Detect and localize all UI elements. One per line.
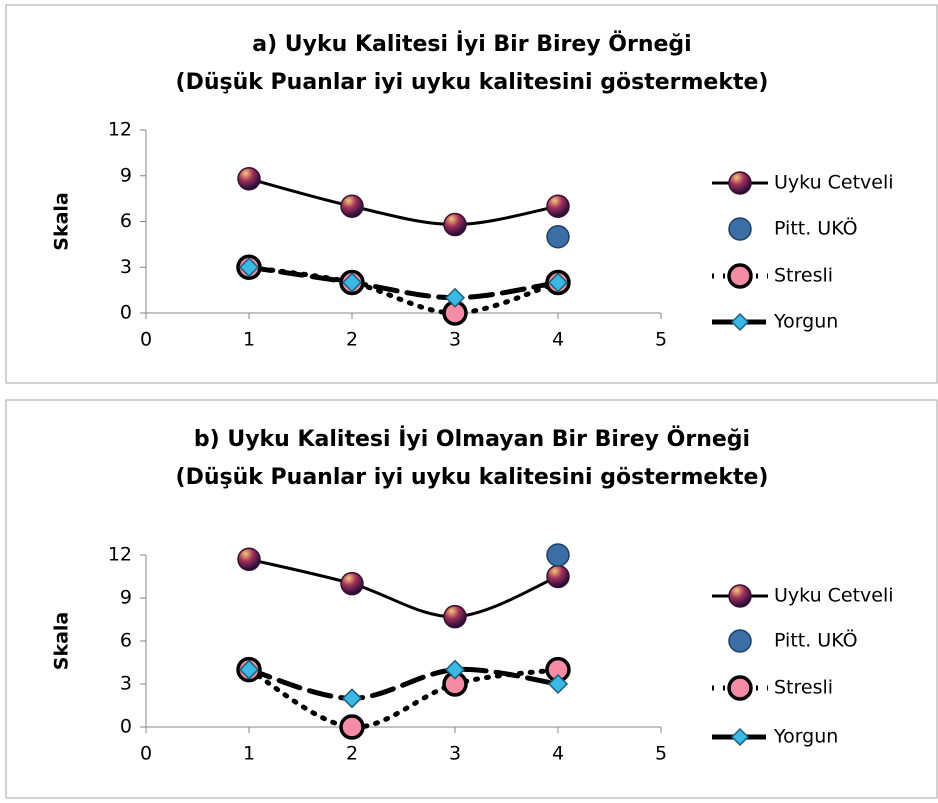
y-tick-label: 12 [108, 544, 132, 566]
data-point [444, 659, 466, 680]
legend-label: Pitt. UKÖ [774, 217, 858, 240]
y-tick-label: 3 [120, 673, 132, 695]
chart-title: a) Uyku Kalitesi İyi Bir Birey Örneği [252, 31, 691, 57]
x-tick-label: 1 [243, 329, 255, 351]
data-point [443, 604, 467, 629]
data-point [340, 194, 364, 218]
series-line [247, 557, 560, 619]
legend-marker [730, 727, 750, 747]
data-point [237, 547, 261, 572]
x-tick-label: 1 [243, 743, 255, 765]
legend-marker [728, 217, 752, 241]
x-tick-label: 2 [346, 743, 358, 765]
y-tick-label: 0 [120, 716, 132, 738]
panel [5, 399, 938, 799]
series-line [246, 264, 561, 301]
data-point [546, 225, 570, 249]
data-point [340, 571, 364, 596]
data-point [547, 272, 569, 293]
x-tick-label: 5 [655, 743, 667, 765]
data-point [546, 194, 570, 218]
legend-label: Yorgun [773, 311, 838, 333]
legend-label: Pitt. UKÖ [774, 629, 858, 652]
series-line [247, 177, 560, 227]
legend-label: Stresli [774, 265, 833, 287]
y-tick-label: 9 [120, 587, 132, 609]
y-tick-label: 6 [120, 630, 132, 652]
legend-marker [728, 584, 752, 608]
y-tick-label: 12 [108, 119, 132, 141]
panel [5, 4, 938, 384]
data-point [443, 212, 467, 237]
data-point [341, 688, 363, 709]
y-tick-label: 0 [120, 302, 132, 324]
data-point [444, 287, 466, 308]
legend-marker [727, 675, 753, 701]
chart-title: b) Uyku Kalitesi İyi Olmayan Bir Birey Ö… [194, 426, 750, 452]
series-line [246, 666, 561, 701]
x-tick-label: 3 [449, 329, 461, 351]
chart-subtitle: (Düşük Puanlar iyi uyku kalitesini göste… [176, 70, 769, 95]
legend-marker [728, 171, 752, 195]
legend-marker [727, 263, 753, 289]
x-tick-label: 2 [346, 329, 358, 351]
legend-marker [728, 629, 752, 653]
x-tick-label: 0 [140, 743, 152, 765]
data-point [237, 167, 261, 191]
y-tick-label: 3 [120, 256, 132, 278]
legend-marker [730, 312, 750, 332]
y-tick-label: 9 [120, 164, 132, 186]
data-point [546, 564, 570, 589]
data-point [546, 543, 570, 567]
y-axis-label: Skala [51, 612, 73, 670]
data-point [238, 257, 260, 278]
x-tick-label: 5 [655, 329, 667, 351]
legend-label: Stresli [774, 677, 833, 699]
chart-subtitle: (Düşük Puanlar iyi uyku kalitesini göste… [176, 465, 769, 490]
x-tick-label: 3 [449, 743, 461, 765]
legend-label: Uyku Cetveli [774, 172, 894, 194]
data-point [339, 714, 365, 740]
data-point [341, 272, 363, 293]
y-tick-label: 6 [120, 210, 132, 232]
x-tick-label: 4 [552, 329, 564, 351]
x-tick-label: 0 [140, 329, 152, 351]
data-point [547, 673, 569, 695]
legend-label: Yorgun [773, 726, 838, 748]
y-axis-label: Skala [51, 192, 73, 250]
legend-label: Uyku Cetveli [774, 585, 894, 607]
data-point [238, 659, 260, 680]
x-tick-label: 4 [552, 743, 564, 765]
